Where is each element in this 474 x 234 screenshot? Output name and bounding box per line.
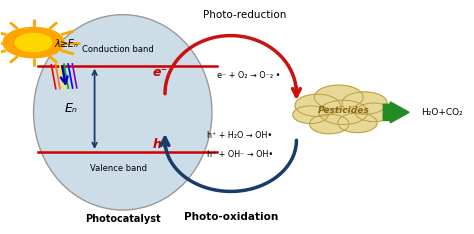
Text: λ≥Eₙ: λ≥Eₙ xyxy=(55,39,79,49)
Text: H₂O+CO₂: H₂O+CO₂ xyxy=(421,108,463,117)
Circle shape xyxy=(314,85,363,109)
Circle shape xyxy=(342,92,387,114)
Text: e⁻: e⁻ xyxy=(153,66,168,79)
Text: Conduction band: Conduction band xyxy=(82,45,154,54)
Circle shape xyxy=(15,33,52,52)
Circle shape xyxy=(292,106,328,124)
Text: Photo-oxidation: Photo-oxidation xyxy=(183,212,278,222)
Text: h⁺: h⁺ xyxy=(153,139,168,151)
Ellipse shape xyxy=(34,15,212,210)
Circle shape xyxy=(310,114,349,134)
Circle shape xyxy=(338,113,377,133)
Text: Valence band: Valence band xyxy=(90,164,146,173)
Circle shape xyxy=(295,94,340,117)
Text: Pesticides: Pesticides xyxy=(318,106,369,114)
Text: h⁺ + OH⁻ → OH•: h⁺ + OH⁻ → OH• xyxy=(207,150,273,159)
Text: e⁻ + O₂ → O⁻₂ •: e⁻ + O₂ → O⁻₂ • xyxy=(217,71,280,80)
Text: Photocatalyst: Photocatalyst xyxy=(85,214,161,224)
Text: Eₙ: Eₙ xyxy=(64,102,78,115)
Circle shape xyxy=(319,100,368,124)
Text: h⁺ + H₂O → OH•: h⁺ + H₂O → OH• xyxy=(207,131,273,140)
Text: Photo-reduction: Photo-reduction xyxy=(203,10,286,20)
Circle shape xyxy=(3,27,64,58)
FancyArrow shape xyxy=(383,102,409,123)
Circle shape xyxy=(355,103,392,122)
